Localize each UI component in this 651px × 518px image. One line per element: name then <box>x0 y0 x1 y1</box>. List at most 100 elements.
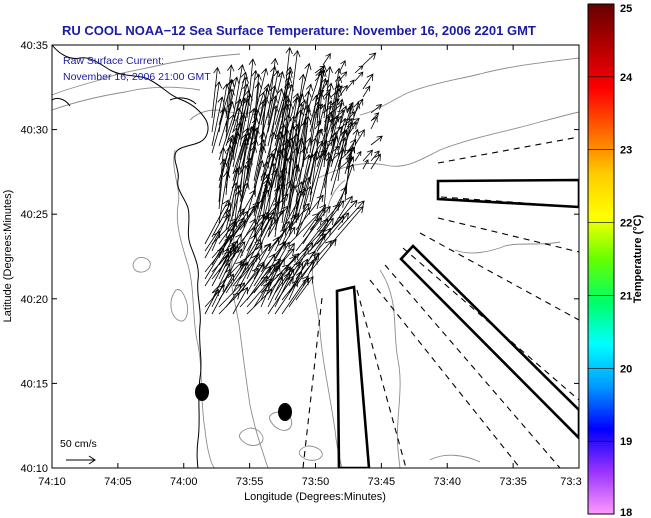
current-vector <box>281 184 298 238</box>
current-vector <box>370 150 380 162</box>
scale-label: 50 cm/s <box>60 438 97 450</box>
current-vector <box>225 98 243 147</box>
current-vector <box>253 178 271 231</box>
current-vector <box>218 113 236 161</box>
current-vector <box>370 112 380 122</box>
current-vector <box>267 209 284 238</box>
y-tick-label: 40:35 <box>20 40 48 52</box>
current-vector <box>211 273 234 315</box>
colorbar-tick-label: 20 <box>620 363 632 375</box>
current-vector <box>309 139 329 196</box>
current-vector <box>253 282 270 308</box>
current-vector <box>316 212 350 252</box>
current-vector <box>211 268 231 308</box>
current-vector <box>295 146 309 203</box>
current-vector <box>211 262 231 301</box>
current-vector <box>232 83 250 133</box>
figure-title: RU COOL NOAA−12 Sea Surface Temperature:… <box>62 23 536 38</box>
current-vector <box>211 81 223 133</box>
current-vector <box>362 159 369 170</box>
current-vector <box>225 126 240 175</box>
y-tick-label: 40:15 <box>20 378 48 390</box>
colorbar-label: Temperature (°C) <box>632 214 644 303</box>
current-vector <box>232 286 248 315</box>
y-tick-label: 40:10 <box>20 463 48 475</box>
current-vector <box>274 179 293 231</box>
current-vector <box>253 253 276 287</box>
current-vector <box>295 73 307 126</box>
current-vector <box>346 101 354 114</box>
current-vector <box>302 152 318 210</box>
current-vector <box>253 81 262 140</box>
current-vector <box>274 268 295 308</box>
current-vector <box>346 79 355 90</box>
current-vector <box>316 203 340 231</box>
x-axis-label: Longitude (Degrees:Minutes) <box>244 491 386 503</box>
restricted-areas <box>335 178 579 468</box>
current-vector <box>338 59 346 74</box>
colorbar-tick-label: 24 <box>620 72 633 84</box>
colorbar-tick-label: 23 <box>620 145 632 157</box>
current-vector <box>253 73 262 126</box>
current-vector <box>314 128 324 138</box>
current-vector <box>218 292 241 315</box>
current-vector <box>370 135 383 146</box>
current-vector <box>288 146 300 210</box>
current-vector <box>253 145 267 196</box>
current-vector <box>354 71 364 82</box>
current-vector <box>309 94 320 147</box>
current-vector <box>330 85 343 98</box>
current-vector <box>330 148 346 196</box>
current-vector <box>281 46 293 119</box>
x-tick-label: 73:45 <box>368 476 396 488</box>
colorbar-ticks: 18 19 20 21 22 23 24 25 <box>588 3 633 518</box>
current-vector <box>337 163 355 210</box>
current-vector <box>288 212 320 245</box>
current-vector <box>246 58 256 119</box>
current-vector <box>225 144 234 196</box>
current-vector <box>309 217 334 252</box>
current-vector <box>302 208 325 245</box>
current-vector <box>211 96 225 147</box>
current-vector <box>322 106 333 114</box>
temperature-colorbar <box>587 3 615 515</box>
current-vector <box>204 236 231 280</box>
current-vector <box>246 159 265 217</box>
current-note-line1: Raw Surface Current: <box>63 55 164 67</box>
current-vector <box>288 270 303 301</box>
current-vector <box>330 205 364 245</box>
current-vector <box>246 215 272 259</box>
current-vector <box>246 69 259 133</box>
current-vector <box>204 199 229 245</box>
current-vector <box>309 238 337 273</box>
current-vector <box>274 70 293 126</box>
x-tick-label: 73:35 <box>499 476 527 488</box>
current-vector <box>354 129 365 146</box>
current-vector <box>346 156 354 170</box>
x-tick-label: 73:3 <box>560 476 581 488</box>
current-vector <box>314 69 325 82</box>
current-vector <box>260 264 281 308</box>
current-vector <box>253 67 269 119</box>
current-vector <box>346 117 360 130</box>
current-vector <box>211 202 231 238</box>
current-vector <box>274 75 292 140</box>
current-vector <box>225 64 235 119</box>
current-vector <box>267 276 284 308</box>
current-vector <box>302 137 318 196</box>
current-vector <box>330 88 343 140</box>
current-vector <box>288 277 310 308</box>
current-vector <box>302 204 327 238</box>
x-tick-label: 73:50 <box>302 476 330 488</box>
current-vector <box>322 89 332 98</box>
current-vector <box>246 288 273 315</box>
current-vector <box>330 152 341 162</box>
current-vector <box>281 214 297 245</box>
current-vector <box>338 84 348 98</box>
current-vector <box>330 115 343 130</box>
current-vector <box>370 153 381 170</box>
current-vector <box>295 233 327 266</box>
current-vector <box>288 132 300 203</box>
current-vector <box>232 213 266 252</box>
